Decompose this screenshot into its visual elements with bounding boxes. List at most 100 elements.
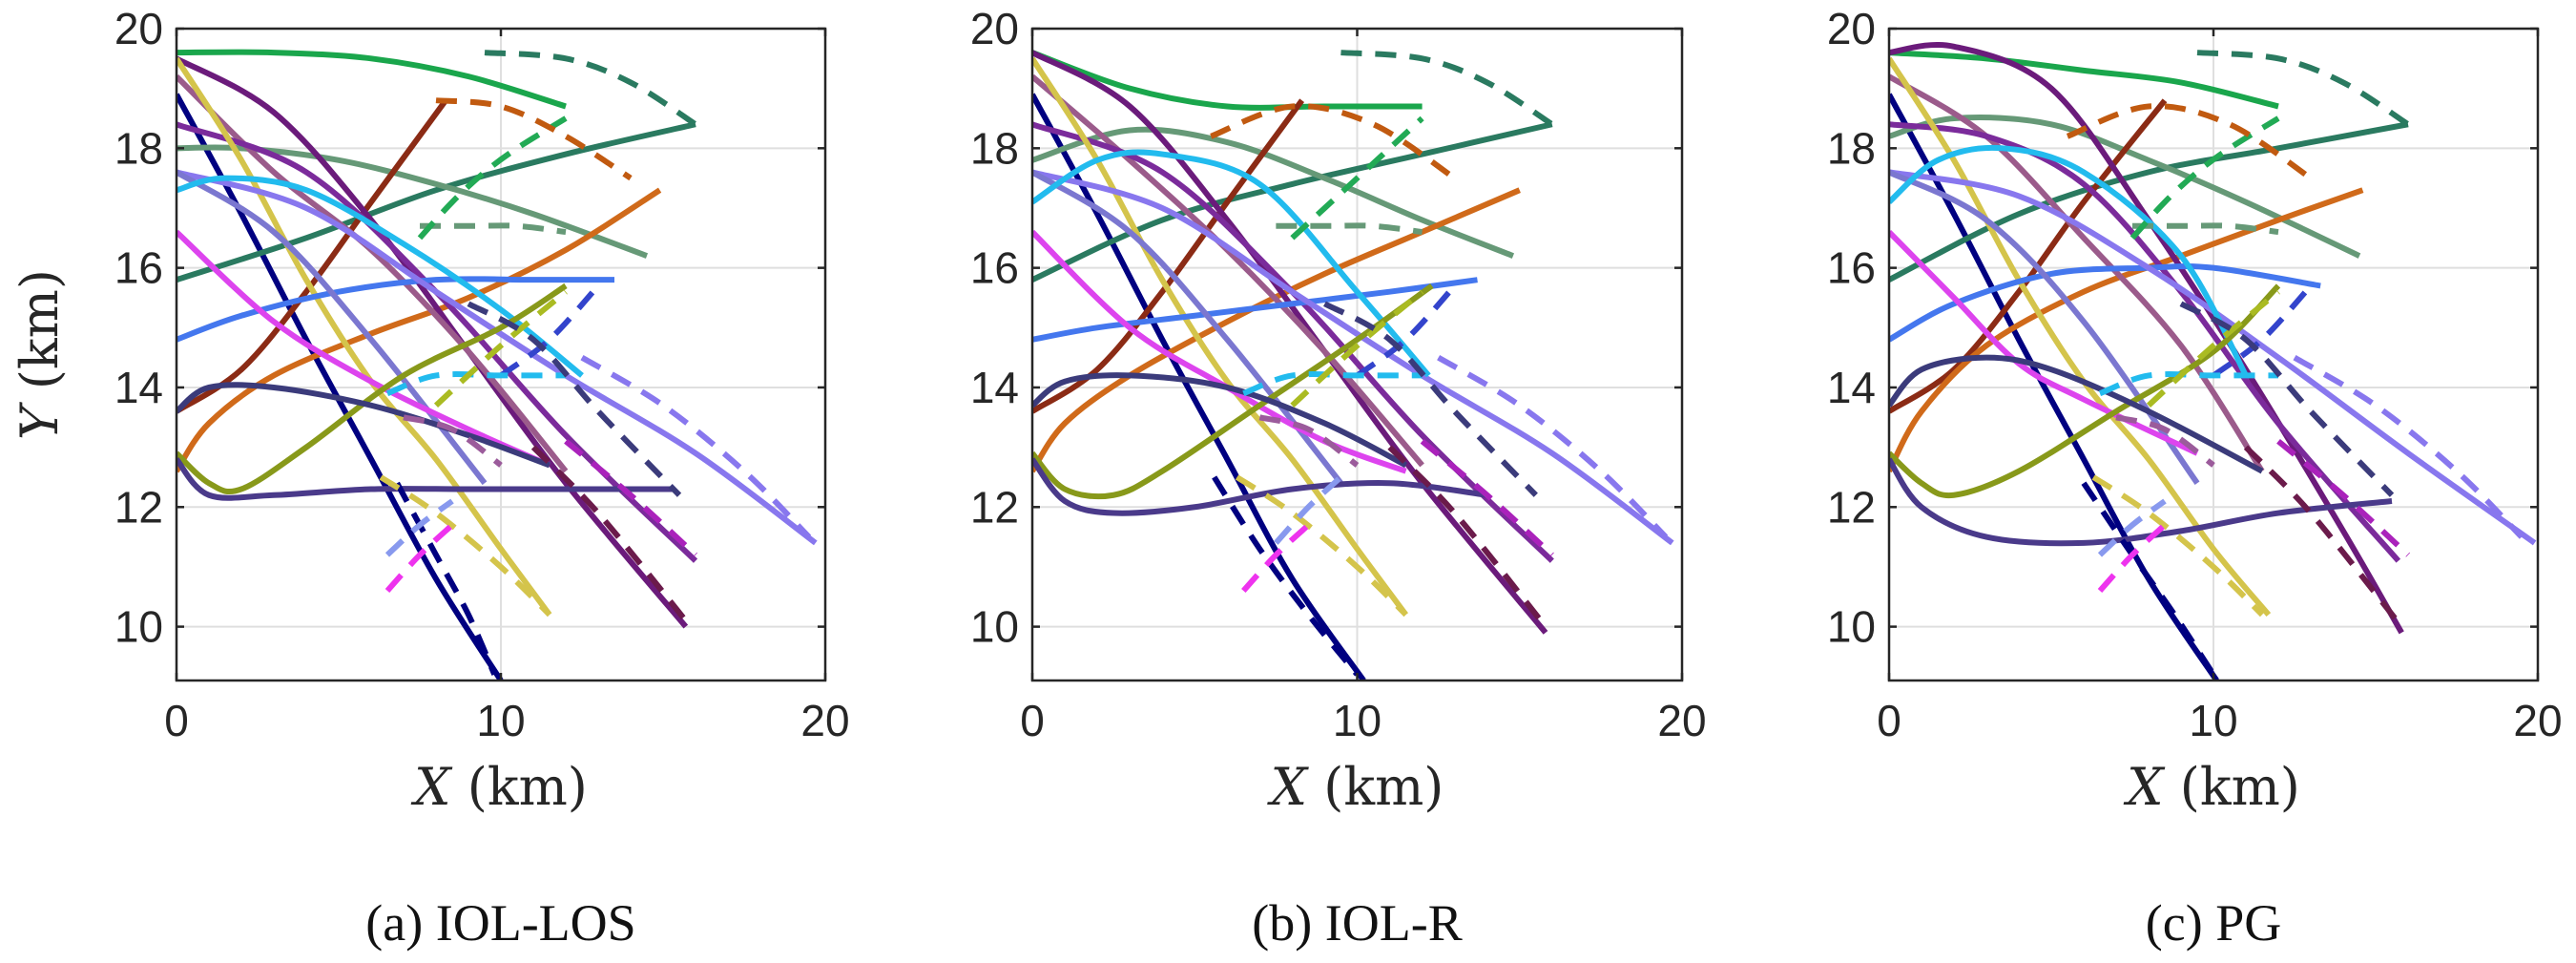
x-tick-label: 10 (476, 696, 525, 745)
series-line-33 (1032, 457, 1488, 516)
series-line-4 (484, 50, 697, 127)
series-line-2 (1212, 475, 1360, 677)
x-tick-label: 0 (164, 696, 189, 745)
y-tick-label: 12 (114, 482, 163, 532)
series-line-25 (1889, 144, 2249, 377)
series-line-7 (2131, 222, 2279, 236)
y-tick-label: 18 (970, 123, 1019, 173)
series-line-24 (384, 498, 454, 557)
series-line-23 (1889, 169, 2200, 485)
y-tick-label: 18 (1827, 123, 1876, 173)
subfigure-caption: (b) IOL-R (1252, 894, 1462, 952)
y-tick-label: 12 (970, 482, 1019, 532)
series-line-19 (1889, 263, 2321, 343)
x-tick-label: 20 (2513, 696, 2562, 745)
series-line-10 (1210, 103, 1457, 181)
x-axis-label: X (km) (2123, 757, 2300, 817)
series-line-14 (1889, 73, 2265, 473)
x-tick-label: 10 (1333, 696, 1381, 745)
series-line-29 (177, 283, 568, 495)
series-line-30 (2146, 289, 2280, 408)
series-line-29 (1889, 283, 2281, 499)
series-line-22 (1437, 355, 1669, 539)
y-axis-label: Y (km) (10, 269, 70, 440)
series-line-13 (1387, 445, 1548, 629)
series-line-5 (177, 121, 696, 283)
series-line-1 (1889, 93, 2219, 680)
series-line-34 (1258, 414, 1360, 468)
y-tick-label: 18 (114, 123, 163, 173)
series-line-31 (1032, 372, 1407, 469)
series-line-11 (1032, 187, 1521, 473)
series-line-22 (2293, 355, 2524, 539)
series-line-3 (177, 49, 567, 110)
series-line-2 (394, 481, 497, 676)
x-tick-label: 0 (1020, 696, 1045, 745)
series-line-18 (2091, 474, 2265, 618)
series-line-9 (1032, 98, 1305, 414)
series-line-31 (1889, 354, 2264, 474)
series-line-16 (564, 439, 698, 557)
series-line-34 (403, 414, 503, 468)
series-line-24 (2097, 498, 2167, 557)
series-line-34 (2115, 414, 2215, 468)
series-line-20 (1355, 283, 1457, 378)
series-line-3 (1889, 50, 2279, 110)
series-line-4 (1340, 50, 1554, 127)
series-line-32 (467, 301, 682, 497)
series-line-18 (1235, 474, 1408, 618)
series-line-20 (2212, 283, 2314, 378)
x-tick-label: 20 (1657, 696, 1706, 745)
series-line-28 (384, 522, 455, 594)
series-line-29 (1032, 283, 1434, 500)
series-line-6 (1889, 115, 2361, 259)
series-line-8 (1290, 115, 1424, 241)
series-line-13 (2243, 445, 2404, 629)
series-line-2 (2081, 481, 2216, 677)
y-tick-label: 14 (114, 363, 163, 412)
series-line-33 (177, 457, 674, 501)
series-line-24 (1274, 474, 1343, 545)
series-line-8 (2129, 115, 2280, 241)
y-tick-label: 20 (1827, 4, 1876, 53)
series-line-3 (1032, 50, 1423, 111)
series-line-4 (2196, 50, 2410, 127)
series-line-21 (177, 169, 818, 546)
series-line-18 (379, 474, 552, 618)
x-axis-label: X (km) (410, 757, 588, 817)
series-line-8 (417, 115, 568, 241)
y-tick-label: 12 (1827, 482, 1876, 532)
x-tick-label: 20 (800, 696, 849, 745)
y-tick-label: 16 (1827, 243, 1876, 293)
series-line-32 (2179, 301, 2395, 497)
series-line-19 (177, 276, 614, 343)
series-line-19 (1032, 277, 1478, 343)
x-tick-label: 10 (2189, 696, 2237, 745)
y-tick-label: 20 (114, 4, 163, 53)
series-line-30 (433, 289, 568, 408)
series-line-22 (580, 355, 812, 539)
series-line-5 (1032, 121, 1553, 283)
series-line-11 (1889, 187, 2364, 473)
y-tick-label: 16 (114, 243, 163, 293)
series-line-25 (1032, 149, 1431, 378)
series-line-15 (1889, 121, 2401, 563)
series-line-6 (177, 144, 649, 259)
series-line-7 (1276, 222, 1423, 236)
series-line-10 (435, 97, 633, 181)
x-tick-label: 0 (1877, 696, 1901, 745)
series-line-5 (1889, 121, 2409, 283)
series-line-28 (2097, 522, 2168, 594)
series-line-28 (1241, 522, 1311, 594)
series-line-10 (2066, 103, 2313, 181)
series-line-27 (177, 229, 551, 469)
series-line-31 (177, 382, 551, 469)
series-group (177, 49, 818, 680)
series-line-33 (1889, 457, 2393, 547)
y-tick-label: 16 (970, 243, 1019, 293)
series-line-11 (177, 187, 662, 473)
